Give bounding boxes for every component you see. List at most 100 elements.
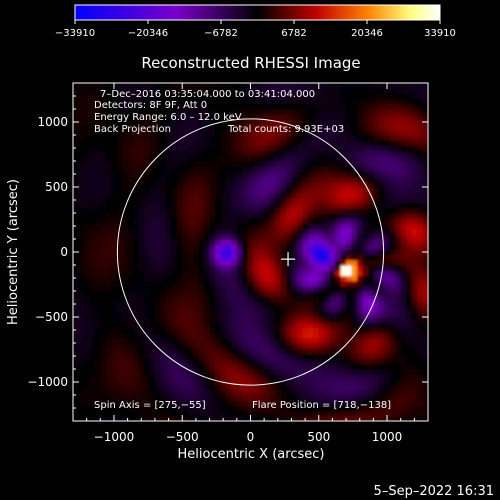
image-pixel bbox=[329, 145, 336, 152]
image-pixel bbox=[215, 150, 222, 157]
image-pixel bbox=[236, 275, 243, 282]
image-pixel bbox=[340, 145, 347, 152]
image-pixel bbox=[335, 150, 342, 157]
image-pixel bbox=[357, 244, 364, 250]
image-pixel bbox=[357, 187, 364, 193]
image-pixel bbox=[133, 311, 140, 318]
image-pixel bbox=[160, 353, 167, 360]
image-pixel bbox=[378, 135, 385, 141]
image-pixel bbox=[111, 109, 118, 115]
image-pixel bbox=[247, 233, 254, 240]
image-pixel bbox=[154, 337, 161, 344]
image-pixel bbox=[346, 327, 353, 334]
image-pixel bbox=[417, 213, 424, 219]
image-pixel bbox=[346, 301, 353, 308]
image-pixel bbox=[204, 363, 211, 370]
image-pixel bbox=[351, 192, 358, 198]
image-pixel bbox=[406, 192, 413, 198]
image-pixel bbox=[165, 270, 172, 276]
image-pixel bbox=[176, 213, 183, 219]
image-pixel bbox=[247, 218, 254, 224]
image-pixel bbox=[89, 415, 96, 421]
image-pixel bbox=[258, 114, 265, 120]
image-pixel bbox=[280, 249, 287, 256]
image-pixel bbox=[122, 181, 129, 188]
image-pixel bbox=[198, 400, 205, 406]
image-pixel bbox=[182, 135, 189, 141]
image-pixel bbox=[340, 343, 347, 349]
image-pixel bbox=[280, 311, 287, 318]
image-pixel bbox=[362, 410, 369, 417]
image-pixel bbox=[215, 343, 222, 349]
image-pixel bbox=[215, 145, 222, 152]
image-pixel bbox=[351, 374, 358, 380]
image-pixel bbox=[395, 358, 402, 365]
image-pixel bbox=[346, 374, 353, 380]
image-pixel bbox=[324, 83, 331, 89]
image-pixel bbox=[73, 155, 80, 162]
image-pixel bbox=[422, 400, 428, 406]
image-pixel bbox=[73, 187, 80, 193]
image-pixel bbox=[411, 265, 418, 271]
image-pixel bbox=[417, 317, 424, 323]
image-pixel bbox=[417, 405, 424, 412]
image-pixel bbox=[280, 322, 287, 328]
image-pixel bbox=[417, 384, 424, 391]
image-pixel bbox=[351, 395, 358, 401]
image-pixel bbox=[73, 103, 80, 110]
image-pixel bbox=[138, 395, 145, 401]
image-pixel bbox=[215, 239, 222, 245]
image-pixel bbox=[335, 171, 342, 178]
image-pixel bbox=[351, 171, 358, 178]
image-pixel bbox=[329, 233, 336, 240]
image-pixel bbox=[362, 249, 369, 256]
image-pixel bbox=[329, 166, 336, 172]
image-pixel bbox=[138, 280, 145, 287]
image-pixel bbox=[422, 93, 428, 100]
image-pixel bbox=[133, 150, 140, 157]
image-pixel bbox=[335, 301, 342, 308]
image-pixel bbox=[160, 369, 167, 375]
image-pixel bbox=[220, 207, 227, 214]
image-pixel bbox=[367, 327, 374, 334]
image-pixel bbox=[324, 291, 331, 297]
image-pixel bbox=[182, 410, 189, 417]
image-pixel bbox=[78, 176, 85, 183]
image-pixel bbox=[204, 291, 211, 297]
image-pixel bbox=[324, 218, 331, 224]
image-pixel bbox=[138, 332, 145, 339]
image-pixel bbox=[105, 327, 112, 334]
image-pixel bbox=[395, 114, 402, 120]
image-pixel bbox=[389, 280, 396, 287]
image-pixel bbox=[291, 197, 298, 204]
image-pixel bbox=[89, 306, 96, 313]
image-pixel bbox=[94, 187, 101, 193]
image-pixel bbox=[215, 275, 222, 282]
image-pixel bbox=[127, 384, 134, 391]
image-pixel bbox=[395, 369, 402, 375]
image-pixel bbox=[422, 114, 428, 120]
image-pixel bbox=[406, 171, 413, 178]
image-pixel bbox=[187, 83, 194, 89]
image-pixel bbox=[215, 369, 222, 375]
image-pixel bbox=[296, 223, 303, 230]
image-pixel bbox=[351, 301, 358, 308]
image-pixel bbox=[127, 181, 134, 188]
image-pixel bbox=[302, 114, 309, 120]
image-pixel bbox=[264, 135, 271, 141]
image-pixel bbox=[236, 171, 243, 178]
image-pixel bbox=[127, 285, 134, 292]
image-pixel bbox=[160, 207, 167, 214]
image-pixel bbox=[280, 161, 287, 167]
image-pixel bbox=[127, 109, 134, 115]
image-pixel bbox=[417, 369, 424, 375]
image-pixel bbox=[165, 93, 172, 100]
image-pixel bbox=[198, 337, 205, 344]
image-pixel bbox=[127, 166, 134, 172]
image-pixel bbox=[171, 119, 178, 126]
image-pixel bbox=[242, 384, 249, 391]
image-pixel bbox=[193, 410, 200, 417]
image-pixel bbox=[225, 317, 232, 323]
image-pixel bbox=[89, 389, 96, 396]
image-pixel bbox=[105, 400, 112, 406]
